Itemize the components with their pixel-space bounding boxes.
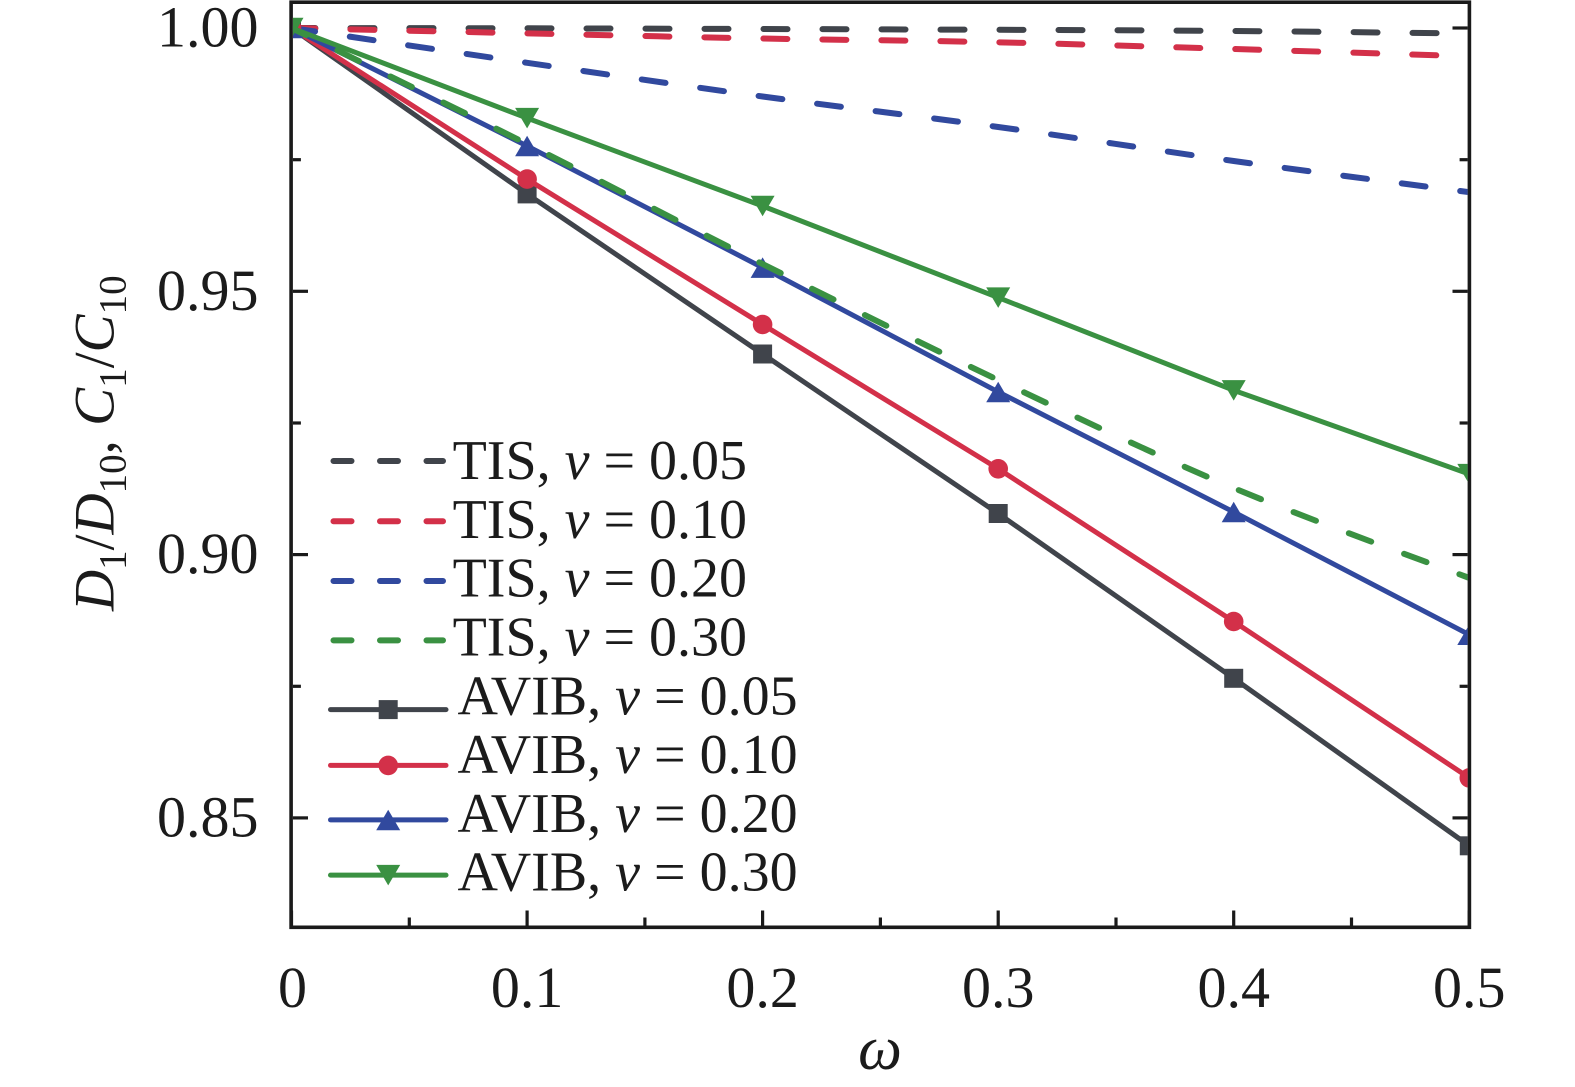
svg-text:0: 0: [278, 955, 307, 1020]
svg-text:1.00: 1.00: [157, 0, 259, 60]
svg-text:0.3: 0.3: [962, 955, 1035, 1020]
svg-text:0.4: 0.4: [1197, 955, 1270, 1020]
svg-text:0.1: 0.1: [491, 955, 564, 1020]
svg-text:AVIB, v = 0.10: AVIB, v = 0.10: [458, 724, 798, 786]
svg-text:TIS, v = 0.20: TIS, v = 0.20: [453, 548, 747, 610]
svg-text:ω: ω: [858, 1015, 902, 1083]
svg-text:0.95: 0.95: [157, 258, 259, 323]
svg-text:TIS, v = 0.05: TIS, v = 0.05: [453, 430, 747, 492]
svg-text:AVIB, v = 0.30: AVIB, v = 0.30: [458, 842, 798, 904]
svg-text:TIS, v = 0.10: TIS, v = 0.10: [453, 489, 747, 551]
svg-text:0.5: 0.5: [1433, 955, 1506, 1020]
svg-text:0.90: 0.90: [157, 521, 259, 586]
svg-text:D1/D10, C1/C10: D1/D10, C1/C10: [64, 275, 135, 612]
svg-text:AVIB, v = 0.20: AVIB, v = 0.20: [458, 783, 798, 845]
svg-text:0.85: 0.85: [157, 784, 259, 849]
svg-text:AVIB, v = 0.05: AVIB, v = 0.05: [458, 665, 798, 727]
svg-text:TIS, v = 0.30: TIS, v = 0.30: [453, 607, 747, 669]
svg-text:0.2: 0.2: [726, 955, 799, 1020]
